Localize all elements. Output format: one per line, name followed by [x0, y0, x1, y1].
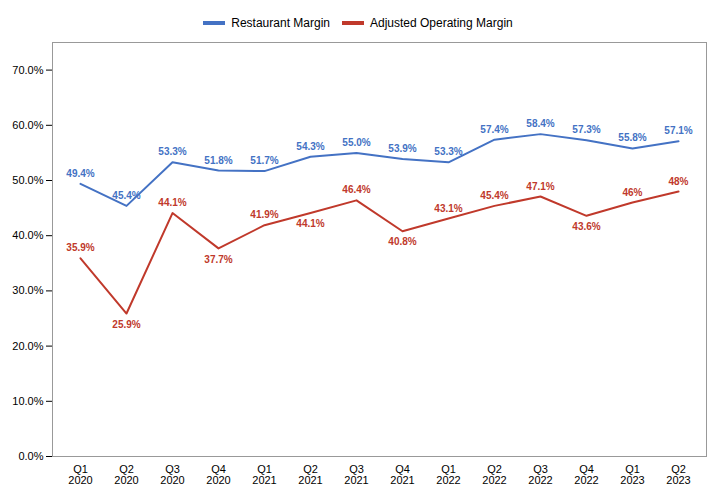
svg-text:Q42022: Q42022 [574, 463, 598, 486]
svg-text:45.4%: 45.4% [480, 190, 508, 201]
svg-text:53.3%: 53.3% [434, 146, 462, 157]
svg-text:Q22020: Q22020 [114, 463, 138, 486]
svg-text:51.7%: 51.7% [250, 155, 278, 166]
svg-text:Q22023: Q22023 [666, 463, 690, 486]
html-text:Restaurant Margin: Restaurant Margin [231, 15, 330, 30]
svg-text:49.4%: 49.4% [66, 168, 94, 179]
svg-text:30.0%: 30.0% [12, 284, 43, 296]
svg-text:20.0%: 20.0% [12, 340, 43, 352]
svg-text:54.3%: 54.3% [296, 141, 324, 152]
svg-text:43.6%: 43.6% [572, 221, 600, 232]
svg-text:40.8%: 40.8% [388, 236, 416, 247]
svg-text:55.0%: 55.0% [342, 137, 370, 148]
svg-text:37.7%: 37.7% [204, 253, 232, 264]
svg-text:25.9%: 25.9% [112, 319, 140, 330]
svg-text:Q12020: Q12020 [68, 463, 92, 486]
svg-text:Q32022: Q32022 [528, 463, 552, 486]
svg-text:43.1%: 43.1% [434, 203, 462, 214]
svg-text:0.0%: 0.0% [18, 450, 43, 462]
svg-text:53.9%: 53.9% [388, 143, 416, 154]
svg-text:44.1%: 44.1% [296, 218, 324, 229]
svg-text:53.3%: 53.3% [158, 146, 186, 157]
svg-text:Q42020: Q42020 [206, 463, 230, 486]
svg-text:50.0%: 50.0% [12, 174, 43, 186]
svg-text:Q32020: Q32020 [160, 463, 184, 486]
svg-text:51.8%: 51.8% [204, 155, 232, 166]
svg-text:55.8%: 55.8% [618, 132, 646, 143]
svg-text:46%: 46% [622, 187, 642, 198]
html-text:Adjusted Operating Margin: Adjusted Operating Margin [370, 15, 513, 30]
svg-text:41.9%: 41.9% [250, 209, 278, 220]
svg-text:Q22022: Q22022 [482, 463, 506, 486]
svg-text:70.0%: 70.0% [12, 64, 43, 76]
svg-text:58.4%: 58.4% [526, 118, 554, 129]
svg-text:Q12021: Q12021 [252, 463, 276, 486]
svg-text:48%: 48% [668, 176, 688, 187]
svg-text:40.0%: 40.0% [12, 229, 43, 241]
svg-text:60.0%: 60.0% [12, 119, 43, 131]
svg-text:10.0%: 10.0% [12, 395, 43, 407]
svg-text:44.1%: 44.1% [158, 197, 186, 208]
svg-text:57.3%: 57.3% [572, 124, 600, 135]
svg-text:35.9%: 35.9% [66, 242, 94, 253]
svg-text:57.4%: 57.4% [480, 124, 508, 135]
svg-text:47.1%: 47.1% [526, 181, 554, 192]
svg-text:45.4%: 45.4% [112, 190, 140, 201]
svg-text:Q22021: Q22021 [298, 463, 322, 486]
svg-text:57.1%: 57.1% [664, 125, 692, 136]
svg-text:46.4%: 46.4% [342, 184, 370, 195]
svg-text:Q12023: Q12023 [620, 463, 644, 486]
svg-text:Q32021: Q32021 [344, 463, 368, 486]
svg-text:Q12022: Q12022 [436, 463, 460, 486]
svg-text:Q42021: Q42021 [390, 463, 414, 486]
